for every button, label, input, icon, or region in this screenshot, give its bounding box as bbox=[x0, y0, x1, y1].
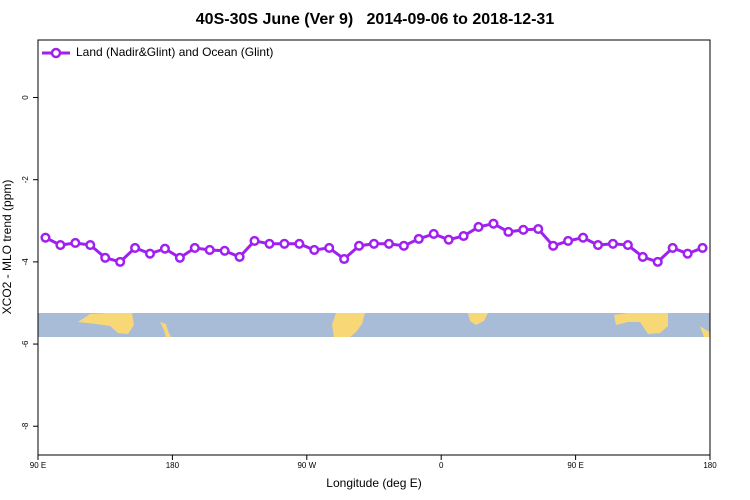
point bbox=[40, 232, 51, 243]
legend: Land (Nadir&Glint) and Ocean (Glint) bbox=[42, 45, 273, 59]
point bbox=[473, 221, 484, 233]
land bbox=[332, 313, 365, 337]
point bbox=[354, 240, 365, 251]
point bbox=[339, 253, 350, 265]
point bbox=[309, 244, 320, 256]
legend-label: Land (Nadir&Glint) and Ocean (Glint) bbox=[76, 45, 273, 59]
point bbox=[115, 256, 126, 267]
y-axis-label: XCO2 - MLO trend (ppm) bbox=[0, 180, 14, 315]
y-tick-label: 0 bbox=[21, 95, 30, 100]
x-tick-label: 180 bbox=[703, 461, 717, 470]
point bbox=[368, 238, 380, 249]
point bbox=[622, 239, 633, 251]
land bbox=[78, 313, 134, 334]
point bbox=[578, 232, 589, 243]
x-tick-label: 90 E bbox=[30, 461, 46, 470]
point bbox=[294, 238, 305, 249]
point bbox=[219, 245, 230, 256]
point bbox=[204, 244, 215, 256]
point bbox=[398, 240, 409, 251]
y-tick-label: -6 bbox=[21, 340, 30, 348]
point bbox=[428, 228, 439, 239]
point bbox=[85, 239, 96, 251]
point bbox=[279, 238, 290, 249]
point bbox=[563, 235, 574, 246]
point bbox=[383, 238, 394, 249]
point bbox=[607, 238, 618, 249]
point bbox=[652, 256, 663, 267]
legend-marker bbox=[50, 47, 62, 59]
point bbox=[55, 239, 66, 251]
point bbox=[518, 224, 529, 235]
point bbox=[682, 248, 693, 259]
point bbox=[144, 248, 156, 259]
map-strip bbox=[38, 313, 710, 337]
point bbox=[697, 242, 708, 253]
point bbox=[443, 234, 454, 245]
point bbox=[70, 237, 81, 249]
point bbox=[234, 251, 245, 263]
point bbox=[503, 226, 514, 237]
x-tick-label: 180 bbox=[166, 461, 180, 470]
land bbox=[700, 326, 710, 337]
x-tick-label: 0 bbox=[439, 461, 444, 470]
point bbox=[413, 233, 424, 244]
x-axis-label: Longitude (deg E) bbox=[326, 476, 421, 490]
land bbox=[468, 313, 488, 325]
point bbox=[100, 252, 111, 263]
point bbox=[637, 251, 648, 263]
plot-frame bbox=[37, 39, 711, 456]
point bbox=[174, 252, 185, 263]
point bbox=[324, 242, 335, 253]
point bbox=[667, 242, 678, 253]
point bbox=[130, 242, 141, 253]
point bbox=[249, 235, 260, 246]
land bbox=[160, 322, 171, 337]
chart-title: 40S-30S June (Ver 9) 2014-09-06 to 2018-… bbox=[196, 11, 555, 28]
y-tick-label: -8 bbox=[21, 422, 30, 430]
point bbox=[264, 238, 275, 249]
point bbox=[533, 223, 544, 235]
ocean-band bbox=[38, 313, 710, 337]
point bbox=[548, 240, 559, 251]
x-tick-label: 90 W bbox=[297, 461, 316, 470]
point bbox=[159, 243, 170, 254]
x-tick-label: 90 E bbox=[567, 461, 583, 470]
y-tick-label: -4 bbox=[21, 258, 30, 266]
point bbox=[592, 239, 604, 251]
y-tick-label: -2 bbox=[21, 176, 30, 184]
point bbox=[458, 230, 469, 242]
land bbox=[614, 313, 668, 334]
point bbox=[488, 218, 499, 229]
point bbox=[189, 242, 200, 253]
